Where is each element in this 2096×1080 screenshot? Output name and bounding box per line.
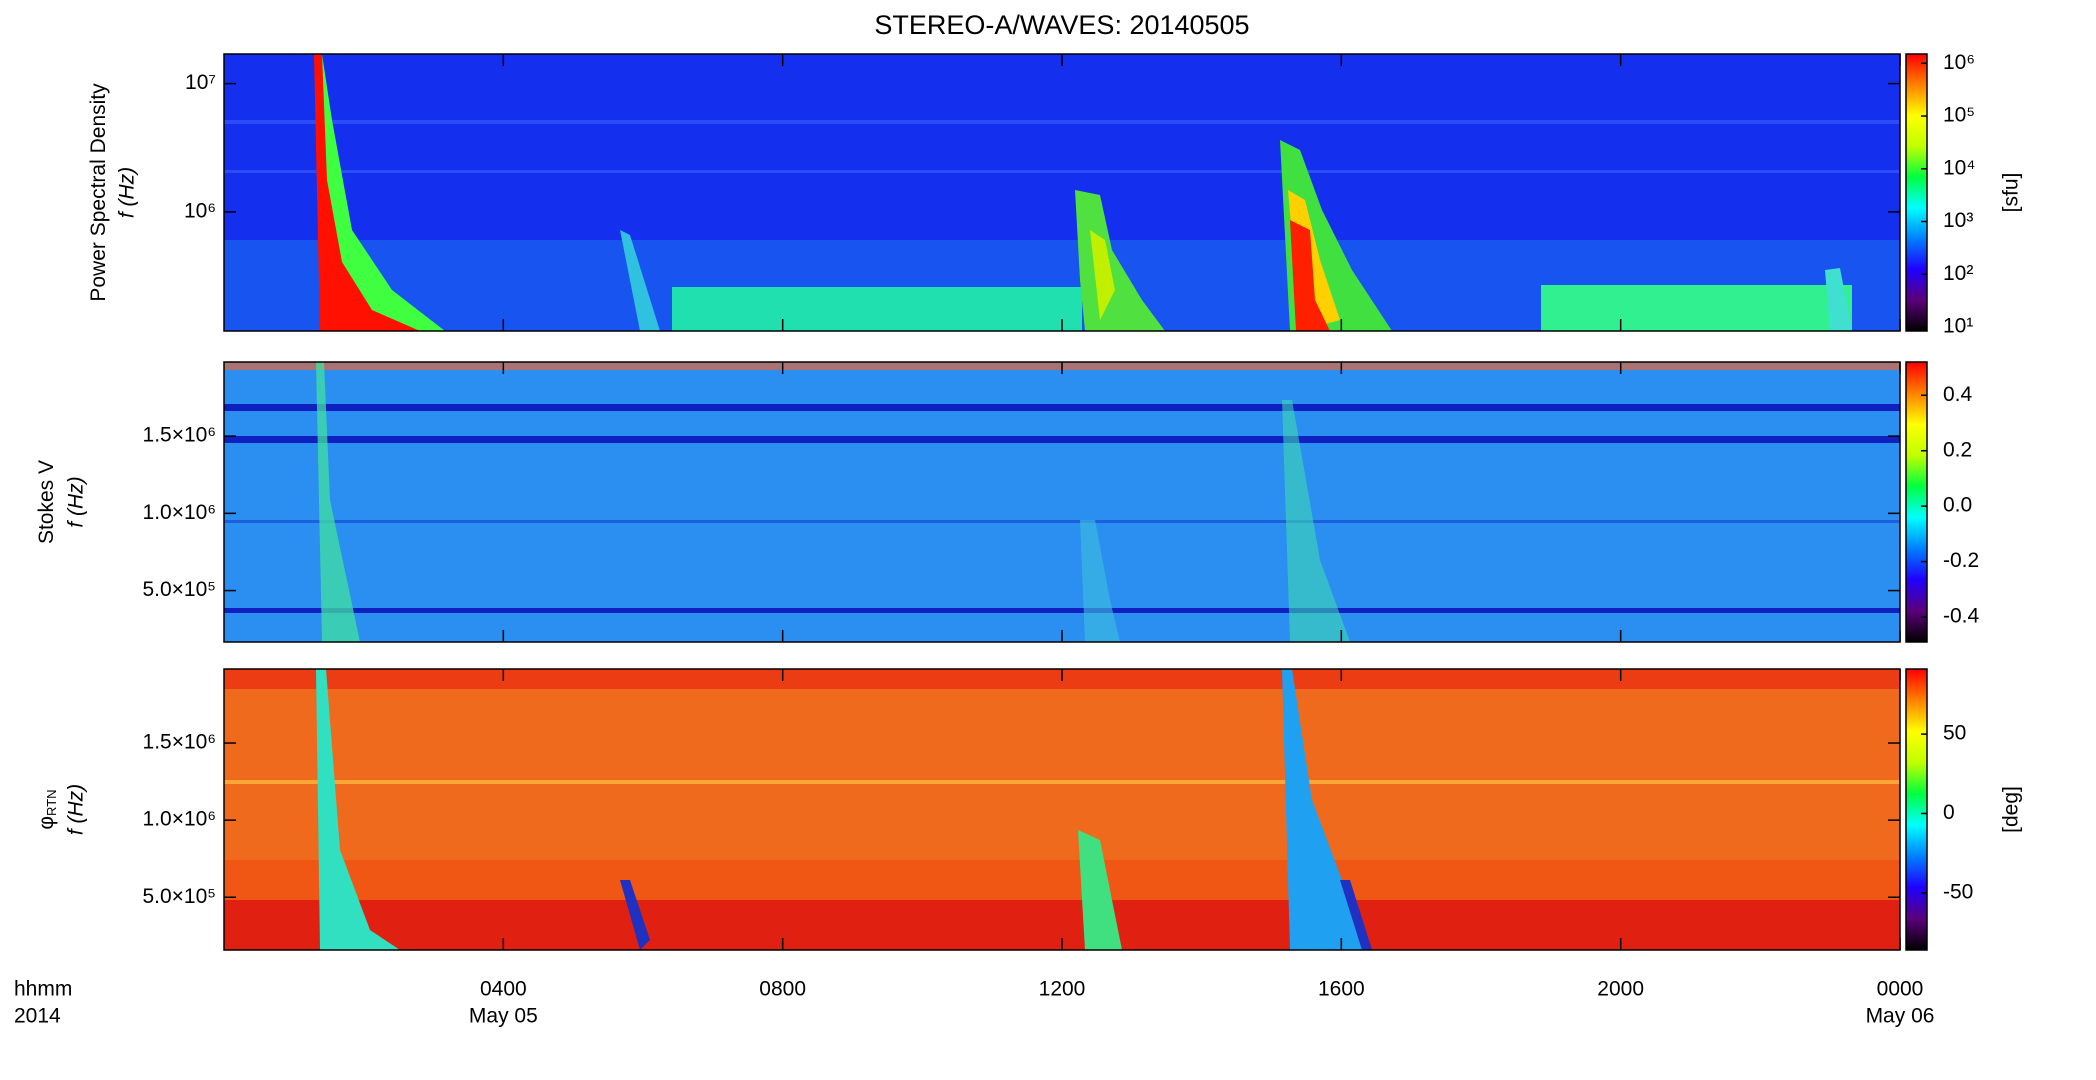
y-axis-label: φRTN (35, 789, 60, 829)
colorbar-tick-label: 10⁵ (1943, 104, 1975, 127)
colorbar-tick-label: 10⁴ (1943, 156, 1975, 179)
plot-frame (223, 53, 1901, 332)
colorbar-tick-label: -0.2 (1943, 549, 1979, 572)
spectrogram-features (224, 54, 1900, 950)
colorbar-label: [sfu] (2000, 173, 2023, 213)
y-tick-label: 1.5×10⁶ (143, 424, 216, 447)
colorbar-tick-label: 0.2 (1943, 438, 1972, 461)
colorbar (1905, 361, 1928, 643)
x-date-label: May 06 (1866, 1005, 1935, 1028)
colorbar-tick-label: 10² (1943, 262, 1973, 285)
colorbar-tick-label: 10⁶ (1943, 51, 1975, 74)
y-tick-label: 5.0×10⁵ (142, 885, 216, 908)
y-axis-label: f (Hz) (65, 476, 88, 527)
colorbar-label: [deg] (2000, 786, 2023, 833)
y-tick-label: 5.0×10⁵ (142, 578, 216, 601)
panel-backgrounds (224, 54, 1900, 950)
y-tick-label: 1.5×10⁶ (143, 731, 216, 754)
chart-title: STEREO-A/WAVES: 20140505 (874, 10, 1249, 40)
colorbar-tick-label: -0.4 (1943, 605, 1980, 628)
colorbar-tick-label: 50 (1943, 722, 1966, 745)
x-axis-label: hhmm (14, 978, 72, 1001)
colorbar-tick-label: 10³ (1943, 209, 1973, 232)
y-axis-label: f (Hz) (116, 167, 139, 218)
year-label: 2014 (14, 1005, 61, 1028)
y-axis-label-text: Power Spectral Density (87, 83, 110, 302)
y-axis-label: Stokes V (35, 460, 58, 544)
x-tick-label: 0800 (759, 978, 806, 1001)
y-tick-label: 10⁷ (185, 71, 216, 94)
colorbar-tick-label: 10¹ (1943, 315, 1973, 338)
y-axis-label-subscript: RTN (44, 789, 59, 815)
y-tick-label: 10⁶ (184, 199, 216, 222)
y-tick-label: 1.0×10⁶ (143, 808, 216, 831)
y-axis-label-text: Stokes V (35, 460, 58, 544)
x-tick-label: 1600 (1318, 978, 1365, 1001)
x-tick-label: 1200 (1039, 978, 1086, 1001)
colorbar (1905, 668, 1928, 951)
x-tick-label: 2000 (1597, 978, 1644, 1001)
x-tick-label: 0000 (1877, 978, 1924, 1001)
colorbar-tick-label: 0 (1943, 801, 1955, 824)
y-axis-label: f (Hz) (65, 784, 88, 835)
colorbar-tick-label: 0.0 (1943, 494, 1972, 517)
x-date-label: May 05 (469, 1005, 538, 1028)
plot-frame (223, 668, 1901, 951)
x-tick-label: 0400 (480, 978, 527, 1001)
y-axis-label-text: φ (35, 816, 58, 830)
colorbar-tick-label: -50 (1943, 880, 1973, 903)
colorbar-tick-label: 0.4 (1943, 383, 1973, 406)
y-tick-label: 1.0×10⁶ (143, 501, 216, 524)
colorbar (1905, 53, 1928, 332)
plot-frame (223, 361, 1901, 643)
y-axis-label: Power Spectral Density (87, 83, 110, 302)
